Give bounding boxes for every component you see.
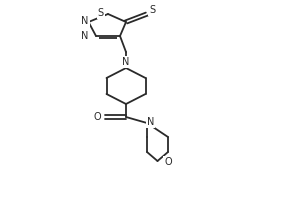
Text: O: O (164, 157, 172, 167)
Text: N: N (147, 117, 154, 127)
Text: S: S (149, 5, 155, 15)
Text: S: S (98, 8, 104, 18)
Text: N: N (81, 16, 88, 26)
Text: O: O (94, 112, 101, 122)
Text: N: N (81, 31, 88, 41)
Text: N: N (122, 57, 130, 67)
